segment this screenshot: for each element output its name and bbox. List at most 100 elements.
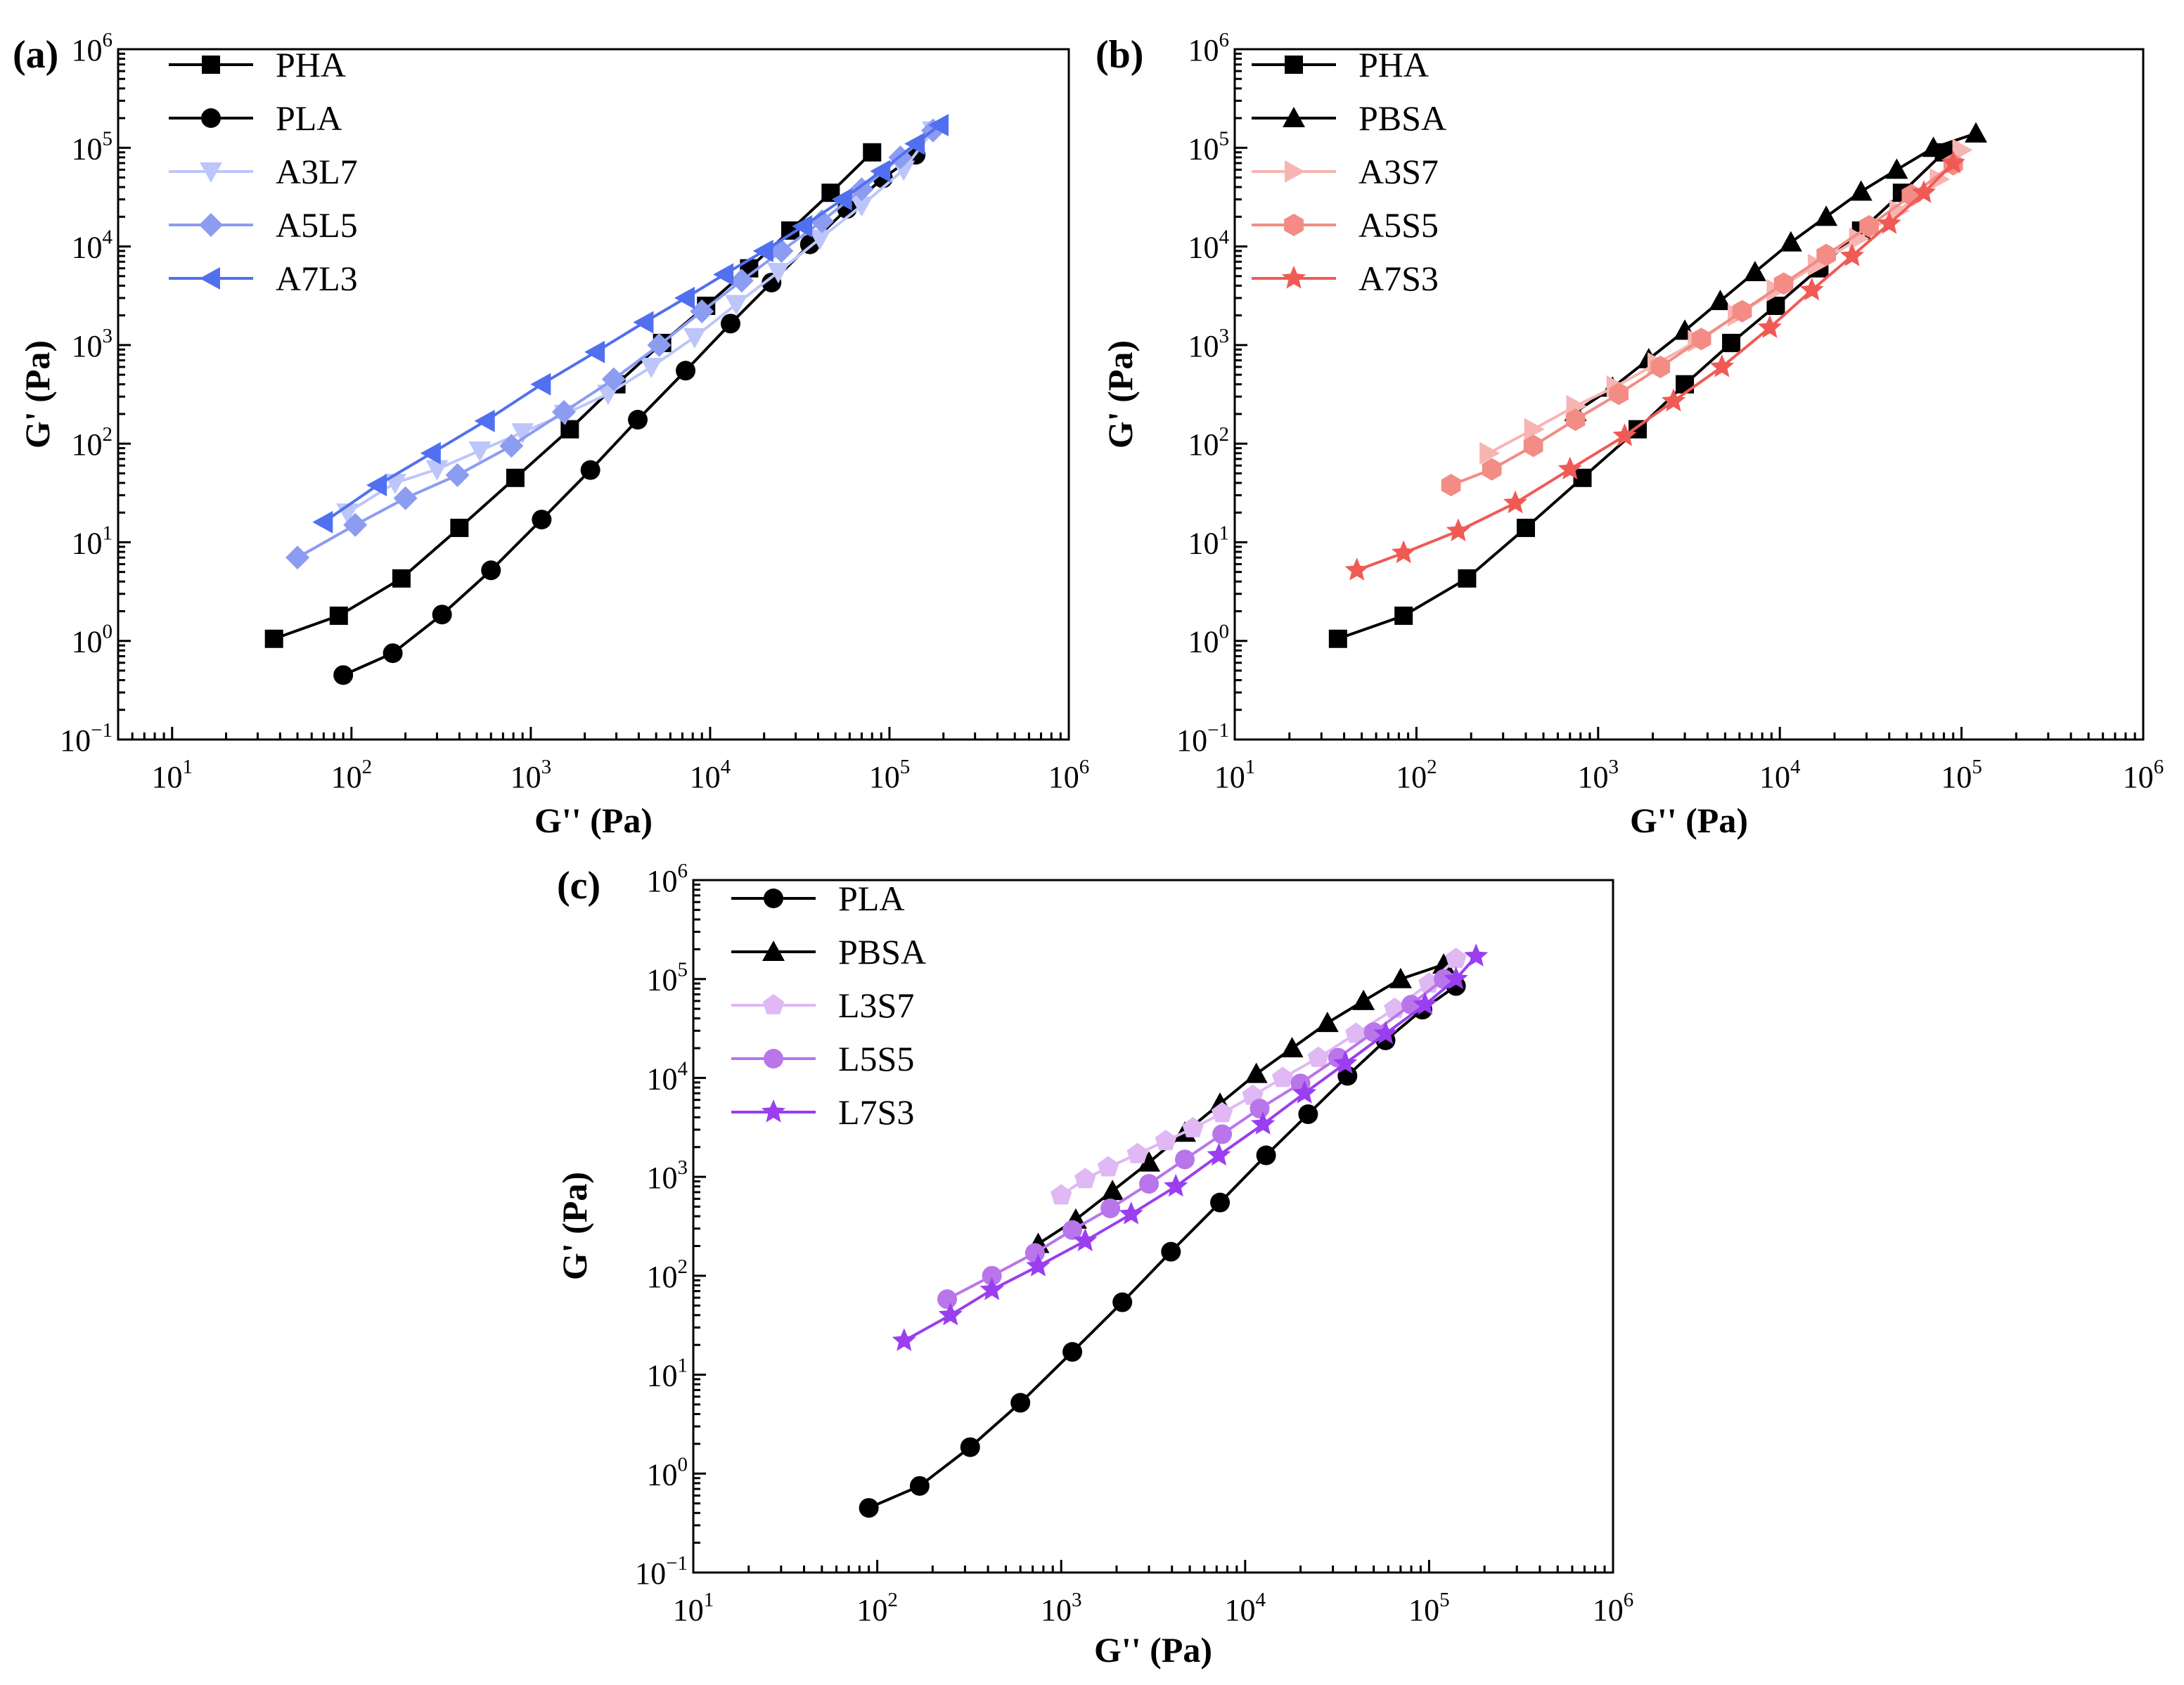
x-axis-title: G'' (Pa): [534, 801, 653, 840]
data-point: [1458, 569, 1477, 588]
data-point: [1251, 1111, 1276, 1135]
legend-marker: [201, 108, 221, 128]
data-point: [468, 441, 492, 463]
data-point: [474, 409, 495, 432]
data-point: [1207, 1142, 1231, 1166]
legend-label: PHA: [1358, 45, 1429, 84]
data-point: [1444, 966, 1468, 990]
data-point: [1210, 1192, 1231, 1213]
data-point: [1097, 1156, 1119, 1177]
data-point: [979, 1277, 1004, 1300]
legend-item: L5S5: [731, 1039, 914, 1078]
series-layer: [264, 113, 949, 685]
x-tick-label: 101: [1214, 756, 1256, 794]
panel-label: (a): [13, 33, 58, 77]
y-tick-label: 106: [72, 29, 113, 67]
data-point: [904, 132, 925, 155]
data-point: [425, 460, 449, 481]
data-point: [1101, 1180, 1124, 1201]
x-tick-label: 103: [510, 756, 552, 794]
x-tick-label: 102: [331, 756, 373, 794]
legend-item: A5S5: [1252, 205, 1439, 245]
y-tick-label: 102: [1188, 423, 1230, 462]
series-layer: [1328, 122, 1988, 648]
data-point: [383, 643, 403, 664]
data-point: [1929, 168, 1951, 191]
legend-item: PLA: [169, 98, 342, 138]
x-tick-label: 104: [690, 756, 731, 794]
data-point: [1292, 1080, 1317, 1104]
legend: PHA PLA A3L7 A5L5 A7L3: [169, 45, 358, 298]
legend-item: L3S7: [731, 986, 914, 1025]
x-tick-label: 106: [1593, 1589, 1634, 1627]
legend-marker: [762, 994, 785, 1014]
data-point: [690, 299, 714, 323]
legend-marker: [1285, 56, 1303, 74]
legend-label: L5S5: [838, 1039, 914, 1078]
legend: PHA PBSA A3S7 A5S5 A7S3: [1252, 45, 1446, 298]
data-point: [1138, 1151, 1161, 1172]
data-point: [1280, 1037, 1304, 1058]
data-point: [1413, 992, 1437, 1015]
data-point: [870, 160, 891, 183]
data-point: [1464, 943, 1489, 967]
data-point: [1352, 989, 1375, 1010]
legend-item: PBSA: [731, 932, 926, 971]
x-tick-label: 101: [152, 756, 193, 794]
legend-item: A7S3: [1252, 259, 1439, 298]
data-point: [766, 262, 790, 283]
data-point: [312, 510, 333, 534]
data-point: [674, 286, 695, 309]
legend-label: PLA: [838, 879, 904, 918]
data-point: [831, 188, 852, 211]
legend-label: PBSA: [1358, 98, 1446, 138]
y-tick-label: 105: [1188, 127, 1230, 166]
data-point: [329, 606, 348, 625]
data-point: [392, 569, 411, 588]
x-axis-title: G'' (Pa): [1630, 801, 1748, 840]
data-point: [1816, 243, 1836, 266]
data-point: [366, 474, 387, 497]
legend-item: PHA: [169, 45, 346, 84]
data-point: [1245, 1062, 1268, 1083]
data-point: [285, 545, 310, 570]
data-point: [1112, 1292, 1133, 1312]
x-tick-label: 105: [1408, 1589, 1449, 1627]
data-point: [1557, 456, 1582, 480]
y-tick-label: 104: [647, 1057, 688, 1096]
y-tick-label: 105: [647, 959, 688, 998]
data-point: [1328, 629, 1347, 648]
data-point: [683, 328, 706, 349]
data-point: [1445, 948, 1467, 968]
data-point: [1307, 1046, 1330, 1067]
data-point: [1139, 1174, 1160, 1194]
data-point: [937, 1289, 958, 1310]
data-point: [1516, 518, 1535, 537]
legend-marker: [1283, 107, 1305, 127]
legend-marker: [200, 267, 220, 290]
data-point: [1272, 1066, 1294, 1087]
data-point: [1482, 458, 1502, 481]
data-point: [1650, 356, 1671, 378]
y-tick-label: 101: [72, 522, 113, 560]
data-point: [1182, 1117, 1204, 1137]
data-point: [928, 113, 949, 136]
series-pla: [859, 976, 1466, 1518]
legend: PLA PBSA L3S7 L5S5 L7S3: [731, 879, 926, 1132]
legend-label: A3S7: [1358, 152, 1439, 191]
data-point: [1161, 1241, 1181, 1262]
data-point: [809, 229, 832, 250]
data-point: [1709, 290, 1732, 311]
x-tick-label: 101: [673, 1589, 714, 1627]
data-point: [601, 367, 626, 392]
data-point: [1212, 1124, 1233, 1144]
axis-ticks: 101 102 103 104 105 106 10−1 100 101 102 103 104 105…: [60, 29, 1089, 794]
data-point: [859, 1498, 879, 1518]
data-point: [1126, 1142, 1148, 1163]
data-point: [1799, 277, 1824, 301]
legend-label: PBSA: [838, 932, 926, 971]
data-point: [1073, 1228, 1098, 1251]
legend-label: A3L7: [276, 152, 358, 191]
data-point: [450, 518, 469, 537]
chart-panel-c: 101 102 103 104 105 106 10−1 100 101 102 103 104 105…: [555, 860, 1633, 1670]
